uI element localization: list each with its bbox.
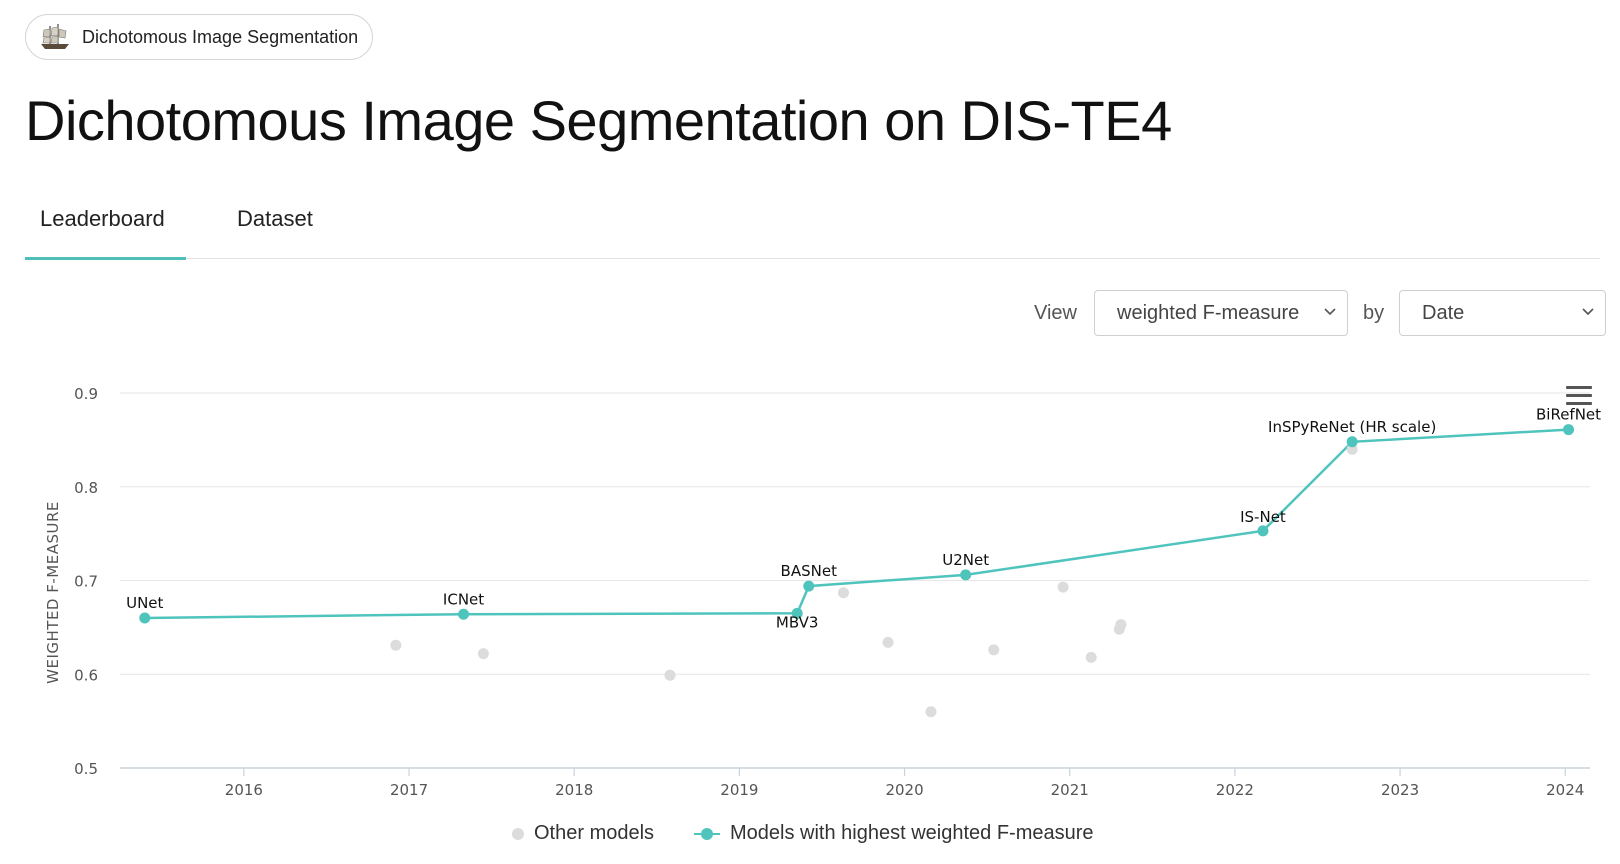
x-tick-label: 2020 (885, 781, 923, 799)
active-tab-indicator (25, 257, 186, 260)
data-label: InSPyReNet (HR scale) (1268, 418, 1436, 436)
tab-leaderboard[interactable]: Leaderboard (40, 206, 165, 231)
legend-item-other-models[interactable]: Other models (512, 822, 654, 845)
best-model-point (139, 612, 151, 624)
best-model-point (1346, 436, 1358, 448)
page-title: Dichotomous Image Segmentation on DIS-TE… (25, 89, 1172, 152)
y-tick-label: 0.8 (74, 479, 98, 497)
sort-by-select-value: Date (1422, 301, 1465, 324)
view-label: View (1034, 302, 1077, 324)
sort-by-select[interactable]: Date (1399, 290, 1606, 336)
data-label: U2Net (942, 551, 989, 569)
data-label: BASNet (781, 562, 838, 580)
chevron-down-icon (1582, 308, 1594, 316)
x-tick-label: 2016 (225, 781, 263, 799)
chart: 0.5 0.6 0.7 0.8 0.9 2016 2017 2018 2019 2020 2021 2… (44, 385, 1601, 799)
x-tick-label: 2024 (1546, 781, 1584, 799)
x-tick-label: 2023 (1381, 781, 1419, 799)
best-model-point (803, 580, 815, 592)
legend-label-other: Other models (534, 822, 655, 844)
other-model-point (477, 648, 489, 660)
y-tick-label: 0.5 (74, 760, 98, 778)
by-label: by (1363, 302, 1385, 324)
other-model-point (664, 669, 676, 681)
other-model-point (925, 706, 937, 718)
chevron-down-icon (1324, 308, 1336, 316)
breadcrumb-label: Dichotomous Image Segmentation (82, 26, 359, 47)
y-tick-label: 0.9 (74, 385, 98, 403)
sailing-ship-icon (41, 24, 69, 49)
chart-menu-icon[interactable] (1566, 386, 1592, 408)
data-label: UNet (126, 594, 163, 612)
tab-bar: Leaderboard Dataset (25, 196, 1600, 260)
y-tick-label: 0.6 (74, 666, 98, 684)
legend-marker-other (512, 827, 524, 840)
legend-marker-best (694, 827, 720, 840)
x-tick-label: 2017 (390, 781, 428, 799)
best-model-point (1563, 424, 1575, 436)
x-tick-label: 2018 (555, 781, 593, 799)
chart-legend: Other models Models with highest weighte… (0, 822, 1620, 852)
other-model-point (837, 587, 849, 599)
other-model-point (1057, 581, 1069, 593)
data-label: MBV3 (776, 613, 819, 631)
other-model-point (1115, 619, 1127, 631)
legend-label-best: Models with highest weighted F-measure (730, 822, 1094, 844)
x-tick-label: 2019 (720, 781, 758, 799)
tab-dataset[interactable]: Dataset (237, 206, 313, 231)
data-label: ICNet (443, 590, 484, 608)
other-model-point (1085, 651, 1097, 663)
y-tick-label: 0.7 (74, 573, 98, 591)
other-model-point (988, 644, 1000, 656)
best-model-point (791, 607, 803, 619)
metric-select-value: weighted F-measure (1117, 301, 1300, 324)
other-model-point (882, 636, 894, 648)
y-axis-label: WEIGHTED F-MEASURE (44, 501, 62, 684)
x-tick-label: 2022 (1216, 781, 1254, 799)
x-tick-label: 2021 (1051, 781, 1089, 799)
data-label: BiRefNet (1536, 406, 1601, 424)
best-model-point (960, 569, 972, 581)
data-label: IS-Net (1240, 508, 1286, 526)
best-models-line (144, 428, 1569, 620)
other-model-point (390, 639, 402, 651)
legend-item-best-models[interactable]: Models with highest weighted F-measure (694, 822, 1094, 845)
best-model-point (458, 608, 470, 620)
best-model-point (1257, 525, 1269, 537)
metric-select[interactable]: weighted F-measure (1094, 290, 1348, 336)
breadcrumb[interactable]: Dichotomous Image Segmentation (25, 14, 373, 60)
